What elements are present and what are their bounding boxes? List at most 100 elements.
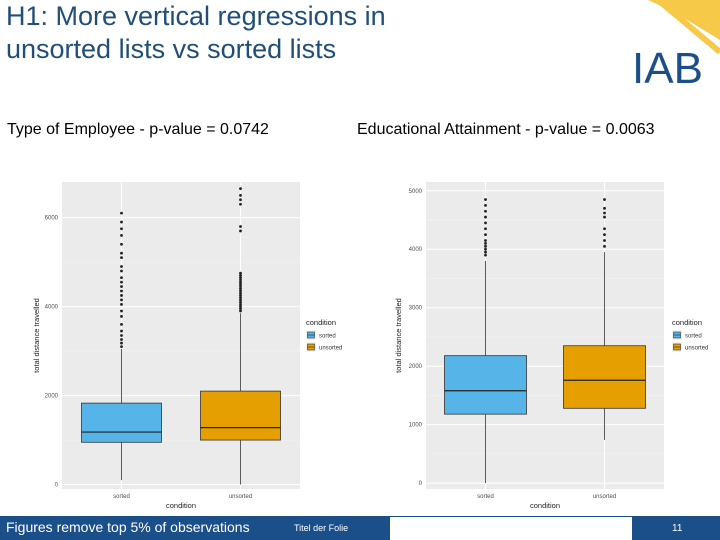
outlier-point <box>239 229 242 233</box>
outlier-point <box>120 309 123 313</box>
outlier-point <box>484 215 487 219</box>
outlier-point <box>603 206 606 210</box>
legend-label-unsorted: unsorted <box>685 346 708 352</box>
outlier-point <box>239 307 242 311</box>
x-tick-label: unsorted <box>229 494 252 500</box>
outlier-point <box>239 193 242 197</box>
outlier-point <box>239 282 242 286</box>
outlier-point <box>239 287 242 291</box>
iab-logo: IAB <box>632 0 720 86</box>
outlier-point <box>120 329 123 333</box>
outlier-point <box>603 215 606 219</box>
logo-text: IAB <box>632 44 703 86</box>
outlier-point <box>120 314 123 318</box>
outlier-point <box>239 225 242 228</box>
legend-label-unsorted: unsorted <box>319 346 342 352</box>
y-axis-title: total distance travelled <box>394 298 403 373</box>
outlier-point <box>603 198 606 201</box>
outlier-point <box>484 209 487 213</box>
outlier-point <box>239 305 242 308</box>
outlier-point <box>120 251 123 255</box>
y-tick-label: 6000 <box>45 216 59 222</box>
outlier-point <box>120 256 123 260</box>
box-sorted <box>81 402 162 443</box>
outlier-point <box>239 291 242 295</box>
box-sorted <box>444 355 527 415</box>
outlier-point <box>484 221 487 225</box>
footer-divider <box>390 516 632 540</box>
y-tick-label: 2000 <box>409 364 423 370</box>
legend-title: condition <box>306 318 336 327</box>
outlier-point <box>239 302 242 306</box>
outlier-point <box>484 198 487 201</box>
legend-title: condition <box>672 318 702 327</box>
y-tick-label: 0 <box>419 481 423 487</box>
outlier-point <box>603 233 606 237</box>
outlier-point <box>603 227 606 231</box>
outlier-point <box>239 294 242 297</box>
outlier-point <box>484 233 487 237</box>
boxplot-educational-attainment: 0 1000 2000 3000 4000 5000 sorted unsorted condi… <box>394 182 708 510</box>
outlier-point <box>120 211 123 215</box>
logo-yellow-stroke <box>656 0 720 55</box>
footer-page-block <box>632 516 720 540</box>
outlier-point <box>120 345 123 349</box>
outlier-point <box>239 289 242 293</box>
y-tick-label: 3000 <box>409 306 423 312</box>
outlier-point <box>484 247 487 251</box>
x-tick-label: sorted <box>113 494 130 500</box>
x-axis-title: condition <box>530 501 560 510</box>
outlier-point <box>239 271 242 275</box>
boxplot-employee-type: 0 2000 4000 6000 sorted unsorted condition tota… <box>32 182 342 510</box>
footer-note: Figures remove top 5% of observations <box>6 519 250 535</box>
outlier-point <box>603 244 606 248</box>
y-tick-label: 4000 <box>45 305 59 311</box>
subtitle-education: Educational Attainment - p-value = 0.006… <box>357 121 655 138</box>
subtitle-employee-type: Type of Employee - p-value = 0.0742 <box>7 121 269 138</box>
slide-title: H1: More vertical regressions in unsorte… <box>6 0 606 66</box>
outlier-point <box>120 298 123 302</box>
slide-title-line2: unsorted lists vs sorted lists <box>6 34 337 64</box>
outlier-point <box>484 244 487 248</box>
outlier-point <box>120 341 123 345</box>
outlier-point <box>239 309 242 313</box>
plot-panel <box>62 182 300 489</box>
outlier-point <box>120 294 123 297</box>
outlier-point <box>239 300 242 304</box>
outlier-point <box>603 211 606 215</box>
footer-left-block: Figures remove top 5% of observations Ti… <box>0 516 390 540</box>
outlier-point <box>239 202 242 206</box>
box-unsorted <box>563 345 646 409</box>
outlier-point <box>603 239 606 242</box>
y-tick-label: 2000 <box>45 394 59 400</box>
footer-bar: Figures remove top 5% of observations Ti… <box>0 516 720 540</box>
outlier-point <box>120 285 123 288</box>
y-tick-label: 4000 <box>409 247 423 253</box>
outlier-point <box>120 289 123 293</box>
outlier-point <box>239 276 242 280</box>
y-axis-title: total distance travelled <box>32 298 41 373</box>
legend-label-sorted: sorted <box>319 334 336 340</box>
outlier-point <box>120 334 123 337</box>
outlier-point <box>239 198 242 202</box>
y-tick-label: 0 <box>55 483 59 489</box>
page-number: 11 <box>672 523 683 534</box>
slide-title-line1: H1: More vertical regressions in <box>6 1 386 31</box>
outlier-point <box>120 227 123 231</box>
x-tick-label: sorted <box>477 494 494 500</box>
outlier-point <box>120 338 123 341</box>
y-tick-label: 5000 <box>409 189 423 195</box>
outlier-point <box>484 239 487 242</box>
outlier-point <box>484 242 487 245</box>
legend-label-sorted: sorted <box>685 334 702 340</box>
outlier-point <box>239 274 242 277</box>
box-unsorted <box>200 390 281 441</box>
outlier-point <box>239 285 242 288</box>
outlier-point <box>120 322 123 326</box>
logo-yellow-shape <box>636 0 720 40</box>
outlier-point <box>239 187 242 191</box>
outlier-point <box>239 280 242 284</box>
outlier-point <box>120 280 123 284</box>
outlier-point <box>120 269 123 273</box>
outlier-point <box>239 298 242 302</box>
